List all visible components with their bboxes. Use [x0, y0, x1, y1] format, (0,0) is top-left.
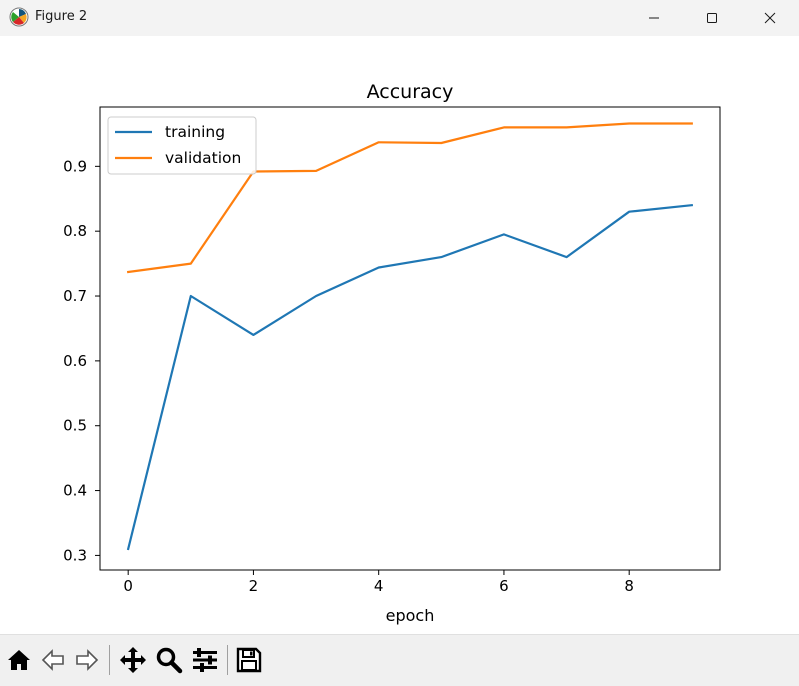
maximize-icon	[707, 13, 717, 23]
y-tick-label: 0.3	[63, 546, 87, 564]
axes-frame	[99, 106, 721, 571]
back-button[interactable]	[38, 645, 68, 675]
home-icon	[8, 650, 30, 670]
window-titlebar: Figure 2	[0, 0, 799, 36]
move-icon	[120, 647, 146, 673]
x-tick-label: 6	[499, 577, 509, 595]
data-point-validation-3	[314, 168, 319, 173]
window-title: Figure 2	[35, 9, 88, 24]
toolbar-separator	[109, 645, 110, 675]
y-tick-label: 0.5	[63, 417, 87, 435]
data-point-training-6	[501, 232, 506, 237]
x-tick-label: 0	[123, 577, 133, 595]
forward-button[interactable]	[72, 645, 102, 675]
legend-label-training: training	[165, 123, 225, 141]
data-point-validation-0	[126, 270, 131, 275]
y-tick-label: 0.7	[63, 287, 87, 305]
data-point-training-9	[689, 203, 694, 208]
x-axis-label: epoch	[386, 606, 435, 625]
minimize-button[interactable]	[625, 0, 683, 36]
data-point-training-1	[188, 294, 193, 299]
close-button[interactable]	[741, 0, 799, 36]
data-point-training-5	[439, 255, 444, 260]
y-tick-label: 0.6	[63, 352, 87, 370]
data-point-training-4	[376, 265, 381, 270]
data-point-validation-9	[689, 121, 694, 126]
chart-title: Accuracy	[367, 81, 454, 103]
data-point-validation-7	[564, 125, 569, 130]
maximize-button[interactable]	[683, 0, 741, 36]
legend-label-validation: validation	[165, 149, 241, 167]
data-point-training-3	[314, 294, 319, 299]
y-tick-label: 0.4	[63, 482, 87, 500]
x-tick-label: 2	[249, 577, 259, 595]
data-point-validation-1	[188, 261, 193, 266]
data-point-training-7	[564, 255, 569, 260]
configure-subplots-button[interactable]	[190, 645, 220, 675]
navigation-toolbar	[0, 634, 799, 686]
data-point-training-0	[126, 546, 131, 551]
matplotlib-icon	[9, 7, 29, 27]
data-point-validation-4	[376, 140, 381, 145]
home-button[interactable]	[4, 645, 34, 675]
arrow-right-icon	[76, 649, 99, 671]
figure-canvas[interactable]: Accuracy 0 2 4 6 8 0.3 0.4 0.5 0.6 0.7 0.8 0.9 train…	[0, 36, 799, 634]
data-point-validation-6	[501, 125, 506, 130]
minimize-icon	[649, 17, 659, 19]
floppy-disk-icon	[236, 647, 262, 673]
y-tick-label: 0.9	[63, 157, 87, 175]
data-point-validation-8	[627, 121, 632, 126]
y-tick-label: 0.8	[63, 222, 87, 240]
sliders-icon	[193, 648, 217, 672]
toolbar-separator	[227, 645, 228, 675]
x-tick-label: 8	[624, 577, 634, 595]
zoom-button[interactable]	[154, 645, 184, 675]
axes: 0 2 4 6 8 0.3 0.4 0.5 0.6 0.7 0.8 0.9 training valida…	[63, 106, 721, 595]
data-point-training-2	[251, 332, 256, 337]
x-tick-label: 4	[374, 577, 384, 595]
close-icon	[764, 12, 776, 24]
pan-button[interactable]	[118, 645, 148, 675]
series-line-validation	[126, 122, 693, 274]
save-button[interactable]	[234, 645, 264, 675]
data-point-training-8	[627, 209, 632, 214]
magnifier-icon	[156, 647, 183, 674]
data-point-validation-5	[439, 140, 444, 145]
arrow-left-icon	[41, 649, 64, 671]
series-line-training	[126, 203, 694, 551]
accuracy-chart: Accuracy 0 2 4 6 8 0.3 0.4 0.5 0.6 0.7 0.8 0.9 train…	[63, 81, 721, 625]
